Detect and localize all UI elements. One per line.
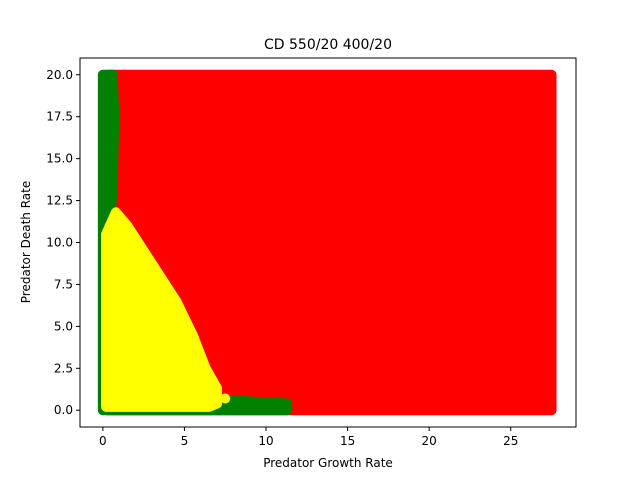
y-tick-label: 7.5 (54, 277, 73, 291)
red-region (102, 69, 557, 416)
yellow-region (101, 207, 223, 412)
x-tick-label: 10 (258, 434, 273, 448)
y-tick-label: 5.0 (54, 319, 73, 333)
x-tick-label: 20 (422, 434, 437, 448)
y-tick-label: 17.5 (46, 110, 73, 124)
yellow-point (220, 393, 231, 404)
y-tick-label: 2.5 (54, 361, 73, 375)
y-tick-label: 0.0 (54, 403, 73, 417)
y-tick-label: 12.5 (46, 194, 73, 208)
chart-title: CD 550/20 400/20 (264, 37, 392, 53)
y-axis: 0.0 2.5 5.0 7.5 10.0 12.5 15.0 17.5 20.0 (46, 68, 80, 417)
y-axis-label: Predator Death Rate (19, 181, 33, 303)
plot-area (97, 69, 557, 416)
y-tick-label: 20.0 (46, 68, 73, 82)
y-tick-label: 10.0 (46, 236, 73, 250)
x-axis: 0 5 10 15 20 25 (99, 427, 518, 448)
x-tick-label: 0 (99, 434, 107, 448)
x-tick-label: 5 (181, 434, 189, 448)
x-tick-label: 15 (340, 434, 355, 448)
y-tick-label: 15.0 (46, 152, 73, 166)
x-axis-label: Predator Growth Rate (263, 456, 393, 470)
x-tick-label: 25 (503, 434, 518, 448)
